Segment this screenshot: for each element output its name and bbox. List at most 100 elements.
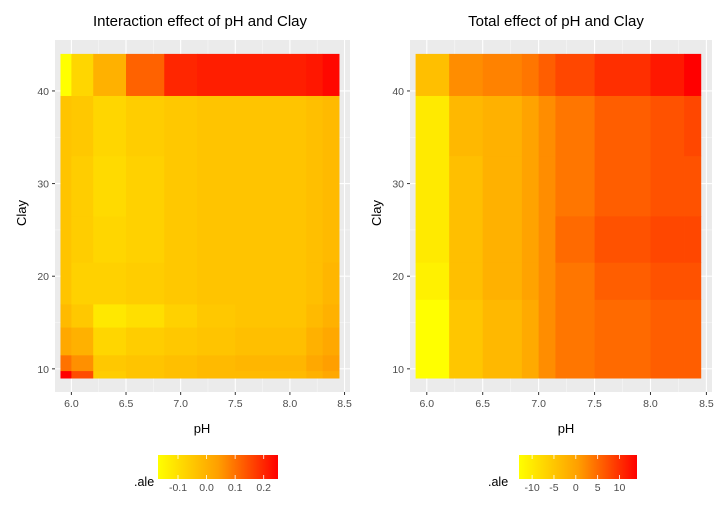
interaction-y-tick-label: 10 [37,364,49,376]
interaction-heatmap-cell [126,216,165,263]
total-effect-heatmap-cell [538,299,556,379]
interaction-heatmap-cell [322,155,340,217]
interaction-heatmap-cell [126,304,165,328]
total-effect-heatmap-cell [449,299,484,379]
total-effect-x-tick-label: 6.5 [475,398,490,410]
total-effect-heatmap-cell [521,155,540,217]
total-effect-heatmap-cell [521,216,540,263]
interaction-heatmap-cell [322,327,340,356]
interaction-heatmap-cell [197,327,236,356]
interaction-heatmap-cell [60,327,72,356]
total-effect-heatmap-cell [650,155,685,217]
interaction-heatmap-cell [93,216,127,263]
total-effect-heatmap-cell [538,155,556,217]
interaction-heatmap-cell [126,155,165,217]
interaction-x-tick-label: 6.5 [119,398,134,410]
total-effect-y-tick-label: 40 [392,86,404,98]
interaction-heatmap-cell [71,370,94,379]
interaction-x-tick-label: 7.5 [228,398,243,410]
interaction-y-tick-label: 20 [37,271,49,283]
total-effect-heatmap-cell [538,262,556,300]
total-effect-heatmap-cell [594,155,651,217]
total-effect-legend-tick-label: 5 [595,482,601,494]
total-effect-x-axis-title: pH [558,421,575,436]
interaction-heatmap-cell [322,354,340,372]
interaction-heatmap-cell [322,370,340,379]
interaction-heatmap-cell [126,354,165,372]
total-effect-heatmap-cell [521,299,540,379]
total-effect-y-tick-label: 30 [392,179,404,191]
total-effect-y-axis-title: Clay [369,200,384,227]
total-effect-legend-tick-label: -10 [525,482,540,494]
total-effect-heatmap-cell [449,53,484,96]
interaction-heatmap-cell [197,370,236,379]
total-effect-heatmap-cell [594,53,651,96]
interaction-heatmap-cell [322,262,340,305]
interaction-heatmap-cell [126,95,165,157]
total-effect-heatmap-cell [650,95,685,157]
total-effect-chart-title: Total effect of pH and Clay [468,13,644,30]
total-effect-legend-tick-label: -5 [549,482,558,494]
interaction-heatmap-cell [164,354,198,372]
total-effect-heatmap-cell [684,95,702,157]
total-effect-legend-tick-label: 10 [614,482,626,494]
interaction-heatmap-cell [126,262,165,305]
interaction-heatmap-cell [71,304,94,328]
total-effect-heatmap-cell [594,216,651,263]
interaction-heatmap-cell [306,262,324,305]
interaction-heatmap-cell [235,262,307,305]
total-effect-heatmap-cell [538,53,556,96]
interaction-heatmap-cell [71,155,94,217]
total-effect-legend-tick-label: 0 [573,482,579,494]
interaction-heatmap-cell [306,216,324,263]
interaction-heatmap-cell [126,370,165,379]
total-effect-heatmap-cell [555,299,595,379]
interaction-heatmap-cell [93,370,127,379]
total-effect-heatmap-cell [482,95,523,157]
interaction-heatmap-cell [93,327,127,356]
interaction-heatmap-cell [164,216,198,263]
total-effect-heatmap-cell [482,262,523,300]
interaction-heatmap-cell [164,95,198,157]
interaction-heatmap-cell [71,262,94,305]
interaction-heatmap-cell [93,155,127,217]
interaction-legend-colorbar [158,455,278,479]
total-effect-heatmap-cell [684,216,702,263]
total-effect-heatmap-cell [684,53,702,96]
interaction-heatmap-cell [164,304,198,328]
interaction-heatmap-cell [197,53,236,96]
total-effect-y-tick-label: 10 [392,364,404,376]
interaction-heatmap-cell [306,53,324,96]
interaction-heatmap-cell [322,53,340,96]
total-effect-heatmap-cell [555,216,595,263]
total-effect-heatmap-cell [482,155,523,217]
total-effect-heatmap-cell [650,299,685,379]
total-effect-heatmap-cell [555,262,595,300]
total-effect-x-tick-label: 7.5 [587,398,602,410]
total-effect-heatmap-cell [415,155,450,217]
interaction-heatmap-cell [197,354,236,372]
total-effect-heatmap-cell [415,53,450,96]
total-effect-x-tick-label: 6.0 [419,398,434,410]
interaction-y-axis-title: Clay [14,200,29,227]
interaction-heatmap-cell [235,327,307,356]
interaction-heatmap-cell [235,95,307,157]
interaction-heatmap-cell [164,370,198,379]
interaction-heatmap-cell [60,216,72,263]
interaction-heatmap-cell [235,370,307,379]
interaction-heatmap-cell [306,95,324,157]
total-effect-heatmap-cell [538,95,556,157]
interaction-y-tick-label: 30 [37,179,49,191]
interaction-y-tick-label: 40 [37,86,49,98]
interaction-heatmap-cell [164,327,198,356]
interaction-heatmap-cell [93,53,127,96]
interaction-heatmap-cell [197,155,236,217]
interaction-heatmap-cell [235,304,307,328]
interaction-heatmap-cell [164,155,198,217]
interaction-heatmap-cell [164,53,198,96]
interaction-heatmap-cell [235,354,307,372]
interaction-legend-tick-label: 0.2 [256,482,271,494]
interaction-plot-layer: 6.0 6.5 7.0 7.5 8.0 8.5 10 20 30 40 -0.1 0.0 0.1 0.2 [37,40,352,494]
interaction-heatmap-cell [71,53,94,96]
interaction-chart-title: Interaction effect of pH and Clay [93,13,308,30]
